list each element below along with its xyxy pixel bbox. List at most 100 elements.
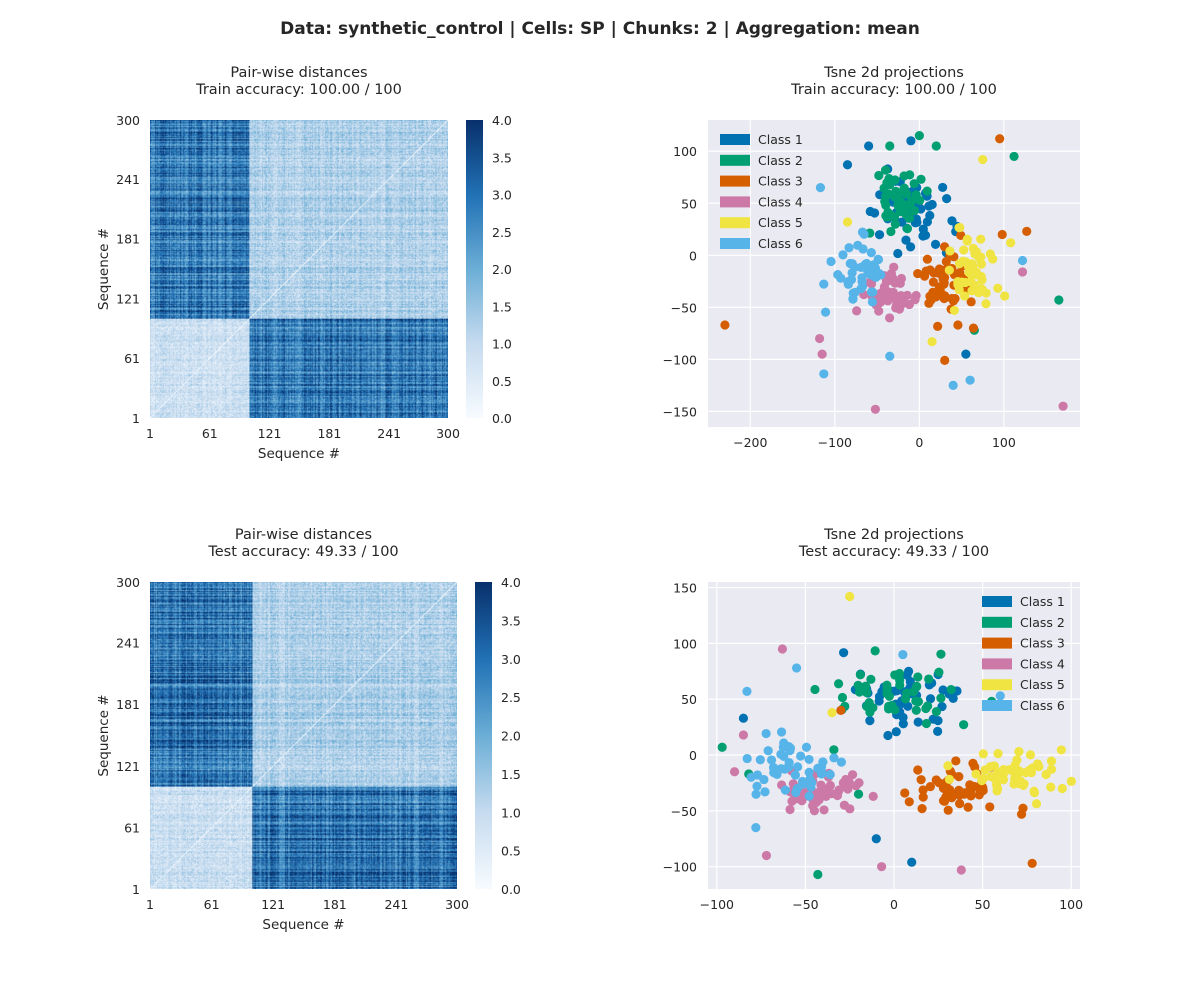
scatter-point xyxy=(1014,746,1024,757)
y-tick-label: 241 xyxy=(116,636,140,651)
scatter-point xyxy=(918,792,928,802)
scatter-point xyxy=(742,753,752,764)
scatter-point xyxy=(954,258,965,269)
scatter-point xyxy=(913,672,923,682)
scatter-point xyxy=(959,720,969,730)
legend-swatch xyxy=(720,134,750,145)
scatter-point xyxy=(938,182,948,193)
scatter-point xyxy=(978,773,988,784)
scatter-point xyxy=(857,276,867,287)
x-tick-label: 181 xyxy=(317,426,341,441)
colorbar-tick-label: 3.0 xyxy=(501,652,521,667)
scatter-point xyxy=(838,250,848,260)
scatter-point xyxy=(890,219,900,229)
scatter-point xyxy=(1054,295,1064,305)
scatter-point xyxy=(976,252,986,262)
scatter-point xyxy=(882,178,892,188)
legend-label: Class 5 xyxy=(1020,677,1065,692)
heatmap-cells xyxy=(150,120,448,418)
y-tick-label: 121 xyxy=(116,291,140,306)
x-tick-label: 241 xyxy=(384,897,408,912)
scatter-point xyxy=(1027,858,1037,868)
scatter-point xyxy=(961,349,971,359)
scatter-point xyxy=(833,270,843,280)
scatter-point xyxy=(1046,764,1057,774)
scatter-point xyxy=(905,170,915,180)
scatter-point xyxy=(995,691,1005,701)
legend-swatch xyxy=(720,217,750,229)
x-tick-label: −50 xyxy=(792,897,818,912)
scatter-point xyxy=(805,774,815,784)
scatter-point xyxy=(866,674,876,684)
y-axis-label: Sequence # xyxy=(96,694,112,776)
scatter-point xyxy=(887,700,897,711)
scatter-point xyxy=(855,670,865,680)
scatter-point xyxy=(1046,756,1057,766)
scatter-point xyxy=(839,648,849,658)
scatter-point xyxy=(936,693,946,703)
scatter-point xyxy=(837,692,848,703)
x-tick-label: 1 xyxy=(146,426,154,441)
scatter-point xyxy=(852,306,862,316)
scatter-point xyxy=(931,141,941,151)
scatter-point xyxy=(940,355,950,365)
legend-swatch xyxy=(982,700,1012,711)
scatter-point xyxy=(853,680,863,690)
scatter-point xyxy=(927,199,937,210)
scatter-point xyxy=(909,179,919,189)
scatter-point xyxy=(845,591,855,602)
scatter-point xyxy=(898,649,908,660)
y-tick-label: 50 xyxy=(681,692,697,707)
scatter-point xyxy=(738,713,749,723)
x-tick-label: 241 xyxy=(377,426,401,441)
scatter-point xyxy=(934,667,944,677)
scatter-point xyxy=(985,802,995,812)
colorbar-tick-label: 1.0 xyxy=(501,805,521,820)
scatter-point xyxy=(963,802,973,812)
scatter-point xyxy=(925,781,935,792)
scatter-point xyxy=(847,770,858,780)
scatter-point xyxy=(793,762,803,772)
scatter-point xyxy=(843,279,853,289)
scatter-point xyxy=(902,224,913,234)
scatter-points xyxy=(717,591,1076,880)
x-tick-label: 1 xyxy=(146,897,154,912)
scatter-point xyxy=(978,154,988,165)
scatter-point xyxy=(913,268,923,279)
scatter-point xyxy=(853,789,864,799)
scatter-point xyxy=(829,753,839,763)
scatter-point xyxy=(916,174,926,184)
scatter-point xyxy=(939,293,949,304)
colorbar-tick-label: 4.0 xyxy=(501,575,521,590)
scatter-point xyxy=(981,288,991,298)
scatter-point xyxy=(921,718,932,729)
x-tick-label: 0 xyxy=(890,897,898,912)
scatter-point xyxy=(746,772,756,782)
scatter-point xyxy=(925,291,935,301)
legend-label: Class 3 xyxy=(1020,636,1065,651)
scatter-point xyxy=(760,787,770,797)
scatter-point xyxy=(842,160,853,170)
scatter-point xyxy=(865,206,875,217)
scatter-point xyxy=(1009,151,1019,162)
scatter-point xyxy=(911,682,922,692)
scatter-point xyxy=(970,281,980,291)
scatter-point xyxy=(945,246,955,256)
scatter-point xyxy=(877,862,887,872)
colorbar-tick-label: 0.0 xyxy=(501,882,521,897)
scatter-point xyxy=(780,785,790,795)
scatter-point xyxy=(884,313,895,323)
scatter-point xyxy=(755,755,765,765)
scatter-point xyxy=(804,791,814,801)
scatter-point xyxy=(909,205,920,216)
scatter-point xyxy=(968,243,978,253)
scatter-point xyxy=(1057,783,1067,794)
scatter-point xyxy=(893,248,903,259)
y-tick-label: 0 xyxy=(689,748,697,763)
scatter-point xyxy=(752,781,762,791)
scatter-point xyxy=(791,663,802,673)
scatter-point xyxy=(790,770,800,780)
colorbar-tick-label: 2.5 xyxy=(492,225,512,240)
scatter-point xyxy=(921,703,931,714)
scatter-point xyxy=(884,189,894,199)
